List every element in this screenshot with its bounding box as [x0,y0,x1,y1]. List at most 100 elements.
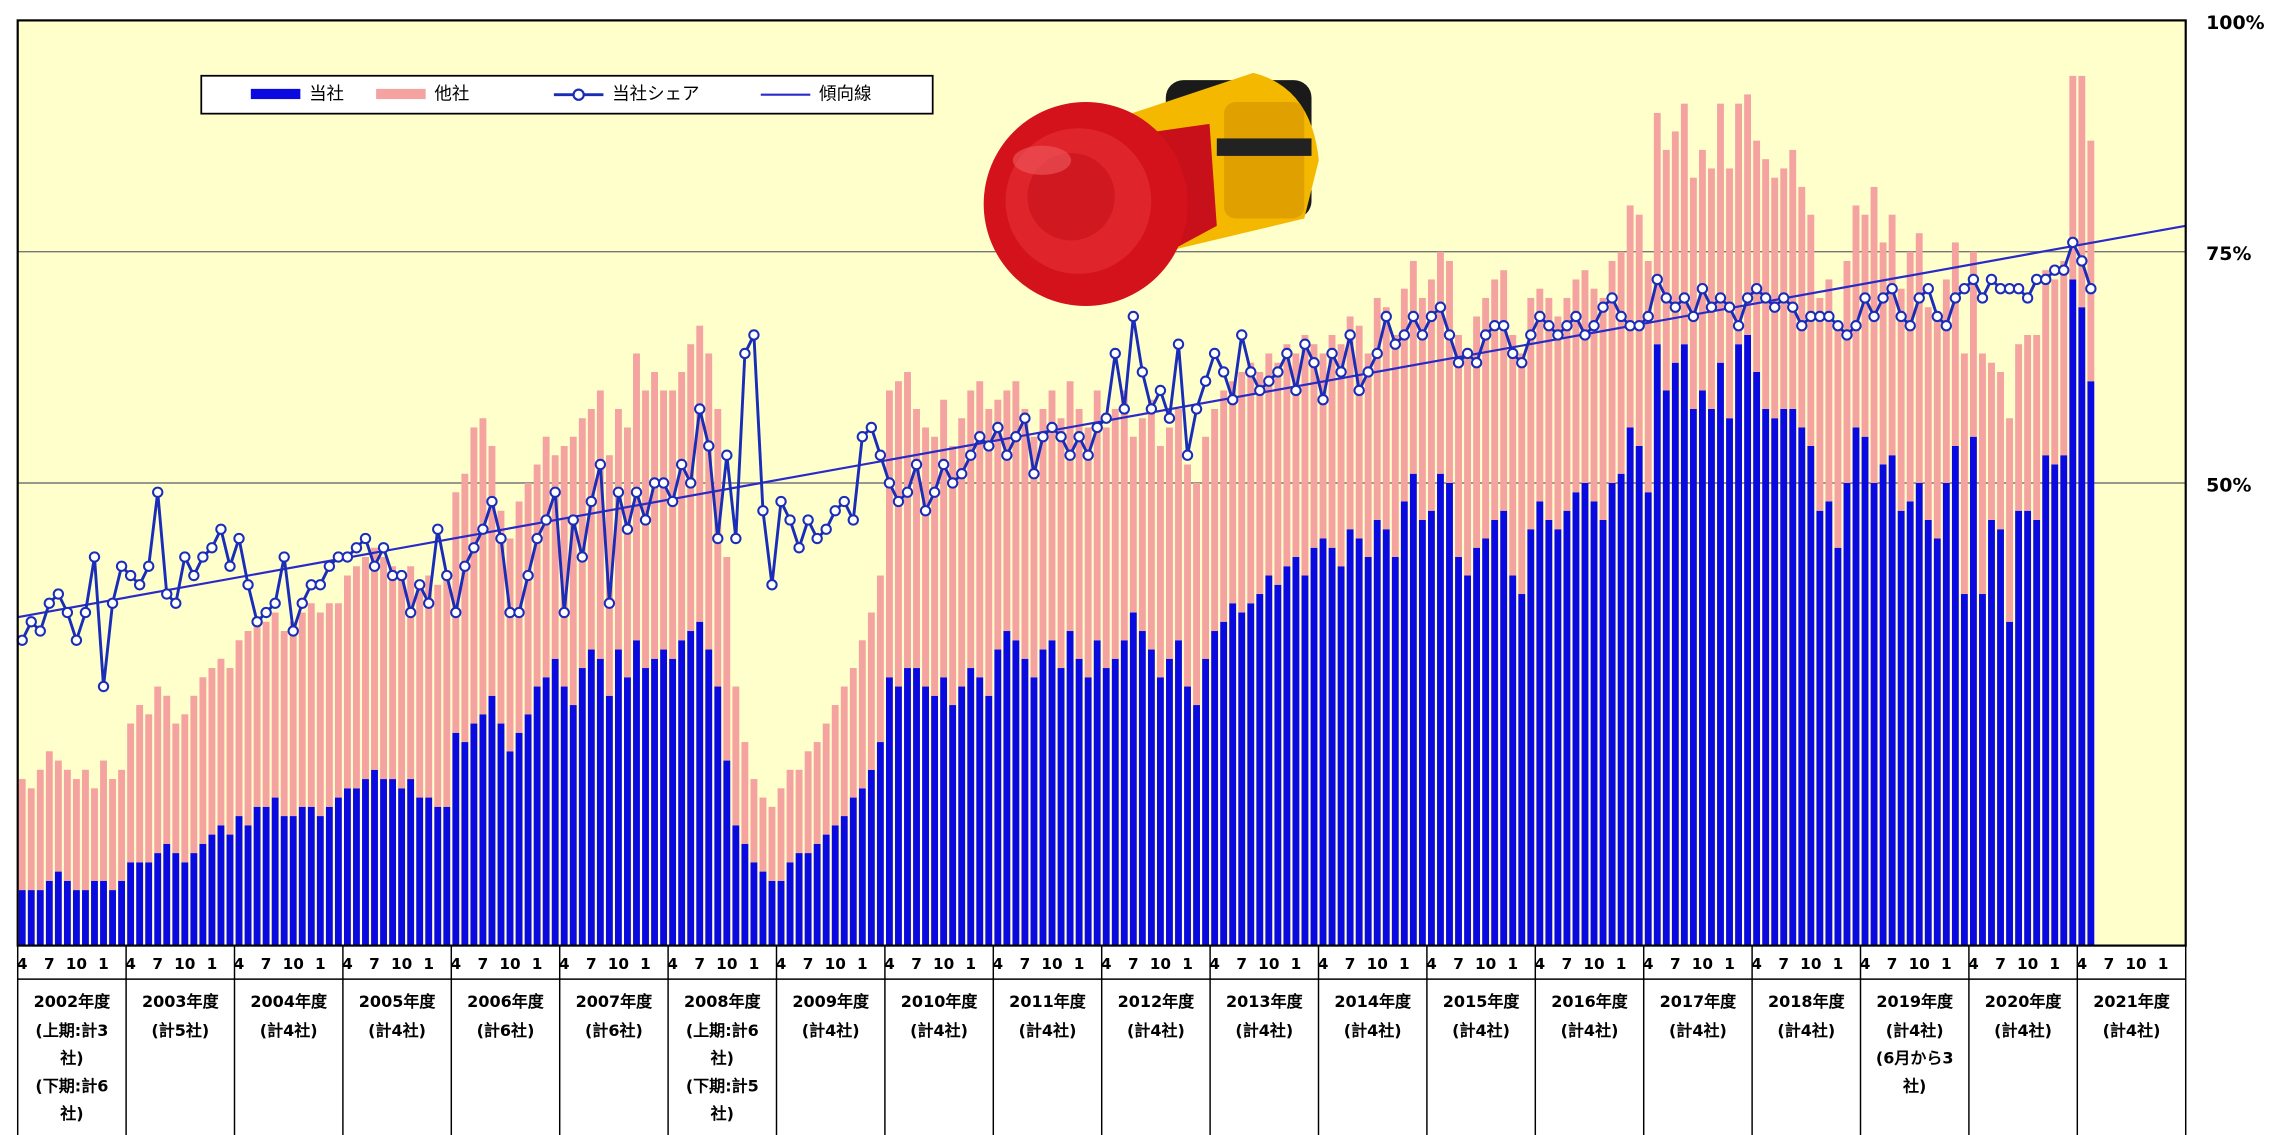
bar [787,770,794,863]
fiscal-year-note: (上期:計6 [686,1021,759,1040]
share-marker [460,562,469,571]
bar [1058,418,1065,668]
x-tick-label: 10 [1583,955,1604,973]
bar [19,779,26,890]
share-marker [2077,256,2086,265]
bar [290,816,297,946]
bar [172,853,179,946]
bar [1374,298,1381,520]
share-marker [984,441,993,450]
share-marker [1752,284,1761,293]
x-tick-label: 1 [965,955,976,973]
bar [1446,483,1453,946]
x-tick-label: 4 [1535,955,1546,973]
bar [1663,150,1670,391]
x-tick-label: 10 [1367,955,1388,973]
share-marker [1083,451,1092,460]
share-marker [1915,293,1924,302]
bar [91,788,98,881]
fiscal-year-label: 2016年度 [1551,992,1629,1011]
x-tick-label: 10 [1475,955,1496,973]
bar [1627,205,1634,427]
share-marker [514,608,523,617]
x-tick-label: 7 [911,955,922,973]
x-tick-label: 7 [2104,955,2115,973]
share-marker [388,571,397,580]
x-tick-label: 1 [2049,955,2060,973]
x-tick-label: 7 [694,955,705,973]
bar [669,659,676,946]
bar [1916,233,1923,483]
bar [1003,390,1010,631]
bar [2024,335,2031,511]
bar [814,742,821,844]
bar [2078,307,2085,945]
bar [136,862,143,945]
share-marker [1770,303,1779,312]
share-marker [2050,266,2059,275]
bar [1283,344,1290,566]
bar [461,742,468,946]
share-marker [1418,330,1427,339]
bar [732,825,739,945]
bar [1482,539,1489,946]
share-marker [144,562,153,571]
bar [1184,687,1191,946]
bar [281,631,288,816]
bar [1807,215,1814,446]
share-marker [1924,284,1933,293]
bar [55,872,62,946]
bar [895,687,902,946]
fiscal-year-note: (計4社) [1019,1021,1077,1040]
bar [1202,659,1209,946]
bar [1392,557,1399,946]
share-marker [1318,395,1327,404]
bar [1175,409,1182,640]
bar [1880,464,1887,945]
bar [1365,557,1372,946]
fiscal-year-label: 2019年度 [1876,992,1954,1011]
share-marker [659,478,668,487]
bar [2006,418,2013,622]
x-tick-label: 4 [125,955,136,973]
bar [1383,529,1390,945]
share-marker [442,571,451,580]
bar [1600,520,1607,946]
bar [1853,427,1860,945]
bar [281,816,288,946]
x-tick-label: 1 [207,955,218,973]
bar [1518,353,1525,594]
bar [1274,585,1281,946]
bar [940,400,947,678]
bar [1717,363,1724,946]
bar [1464,353,1471,575]
share-marker [1969,275,1978,284]
bar [714,409,721,687]
share-marker [1635,321,1644,330]
share-marker [1671,303,1680,312]
bar [1021,409,1028,659]
bar [1744,335,1751,946]
bar [958,687,965,946]
share-marker [252,617,261,626]
x-tick-label: 4 [1751,955,1762,973]
fiscal-year-label: 2020年度 [1985,992,2063,1011]
share-marker [695,404,704,413]
bar [335,603,342,797]
share-marker [1020,414,1029,423]
share-marker [668,497,677,506]
share-marker [704,441,713,450]
share-marker [939,460,948,469]
bar [1500,270,1507,511]
x-tick-label: 10 [283,955,304,973]
bar [380,557,387,779]
bar [1871,483,1878,946]
share-marker [2068,238,2077,247]
share-marker [2041,275,2050,284]
bar [1563,511,1570,946]
bar [1121,390,1128,640]
bar [967,668,974,946]
x-tick-label: 4 [776,955,787,973]
bar [832,825,839,945]
legend: 当社 他社 当社シェア 傾向線 [201,76,932,114]
